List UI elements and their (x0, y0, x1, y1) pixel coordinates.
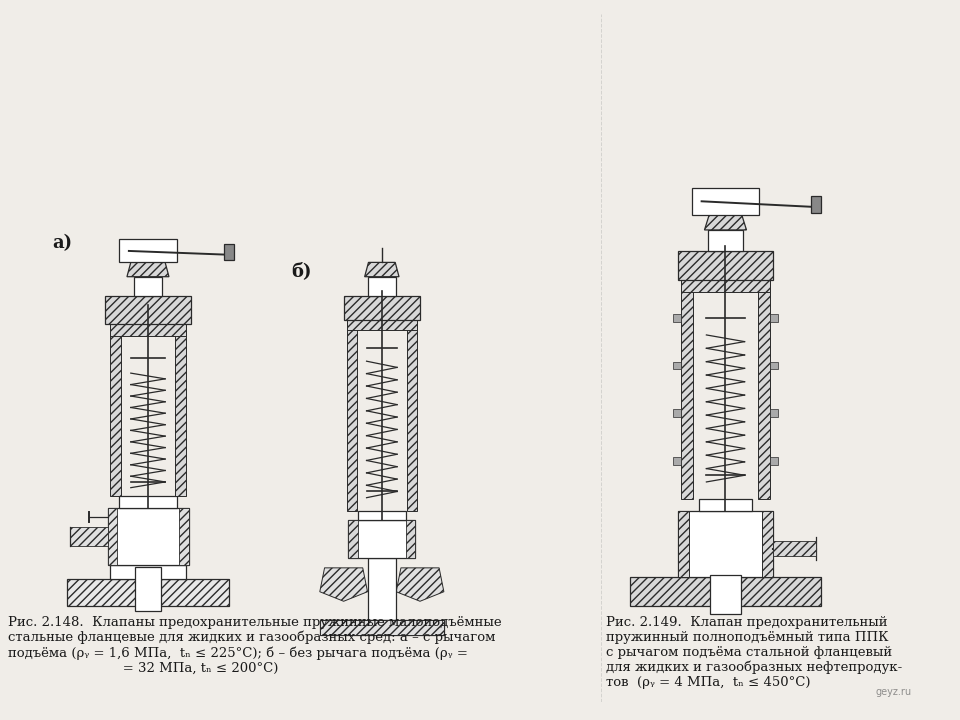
Bar (133, 276, 162, 296)
Bar (770, 410, 778, 417)
Polygon shape (127, 262, 169, 276)
Bar (673, 457, 681, 465)
Bar (710, 575, 741, 613)
Bar (678, 510, 773, 577)
Polygon shape (681, 279, 770, 292)
Bar (770, 361, 778, 369)
Polygon shape (347, 320, 357, 510)
Polygon shape (396, 568, 444, 601)
Bar (109, 565, 186, 580)
Text: Рис. 2.148.  Клапаны предохранительные пружинные малоподъёмные
стальные фланцевы: Рис. 2.148. Клапаны предохранительные пр… (8, 616, 501, 675)
Bar (134, 567, 161, 611)
Polygon shape (678, 510, 689, 577)
Polygon shape (630, 577, 821, 606)
Polygon shape (678, 251, 773, 279)
Polygon shape (180, 508, 189, 565)
Polygon shape (175, 325, 186, 496)
Bar (699, 499, 753, 510)
Text: а): а) (53, 234, 73, 252)
Bar (770, 457, 778, 465)
Polygon shape (109, 325, 121, 496)
Polygon shape (70, 527, 108, 546)
Polygon shape (406, 520, 416, 558)
Bar (368, 558, 396, 621)
Polygon shape (407, 320, 418, 510)
Text: б): б) (291, 262, 312, 280)
Polygon shape (773, 541, 816, 557)
Polygon shape (761, 510, 773, 577)
Polygon shape (344, 296, 420, 320)
Bar (348, 520, 416, 558)
Polygon shape (347, 320, 418, 330)
Bar (119, 496, 177, 508)
Polygon shape (365, 262, 399, 276)
Polygon shape (705, 215, 747, 230)
Bar (368, 276, 396, 296)
Polygon shape (105, 296, 191, 325)
Polygon shape (348, 520, 358, 558)
Polygon shape (108, 508, 117, 565)
Polygon shape (758, 279, 770, 499)
Text: Рис. 2.149.  Клапан предохранительный
пружинный полноподъёмный типа ППК
с рычаго: Рис. 2.149. Клапан предохранительный пру… (606, 616, 902, 689)
Polygon shape (67, 580, 229, 606)
Bar (673, 361, 681, 369)
Bar (108, 508, 189, 565)
Bar (119, 238, 177, 262)
Polygon shape (320, 621, 444, 634)
Bar (673, 314, 681, 322)
Polygon shape (320, 568, 368, 601)
Polygon shape (109, 325, 186, 336)
Bar (770, 314, 778, 322)
Polygon shape (681, 279, 693, 499)
Bar (811, 196, 821, 212)
Bar (708, 230, 743, 251)
Bar (225, 244, 234, 259)
Bar (320, 621, 444, 634)
Bar (358, 510, 406, 520)
Bar (692, 188, 759, 215)
Bar (673, 410, 681, 417)
Text: geyz.ru: geyz.ru (876, 687, 912, 697)
